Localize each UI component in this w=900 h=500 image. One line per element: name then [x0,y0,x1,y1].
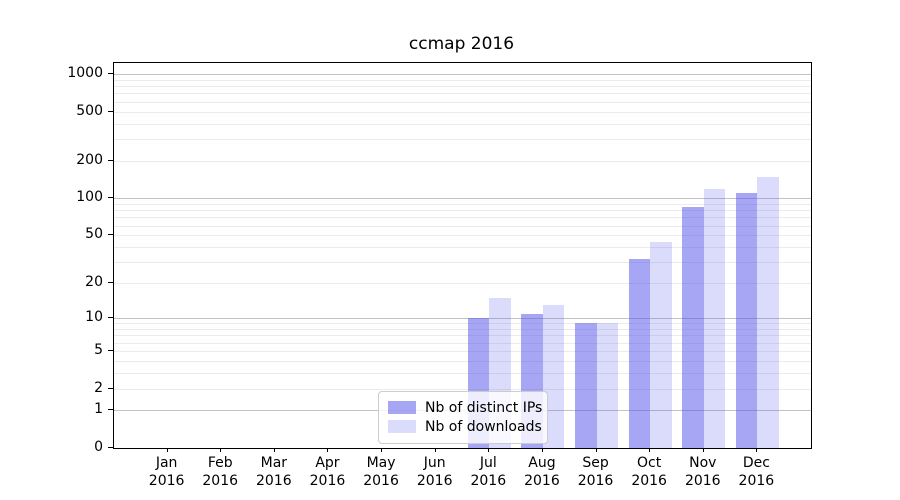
x-tick-mark [488,448,490,452]
y-tick-label: 50 [85,226,103,243]
x-tick-label: Jan 2016 [148,455,185,489]
minor-gridline [114,360,811,362]
x-tick-label: Aug 2016 [524,455,560,489]
x-tick-label: Mar 2016 [256,455,292,489]
x-tick-label: May 2016 [363,455,399,489]
x-tick-label: Apr 2016 [309,455,346,489]
bar-aug-series1 [542,305,565,448]
chart-title: ccmap 2016 [408,34,515,54]
legend-item-downloads: Nb of downloads [388,418,542,435]
legend-label: Nb of distinct IPs [425,399,543,416]
minor-gridline [114,93,811,95]
y-tick-mark [108,447,113,448]
bar-nov-series1 [703,188,726,448]
x-tick-mark [434,448,436,452]
minor-gridline [114,217,811,219]
x-tick-label: Dec 2016 [738,455,775,489]
x-tick-mark [649,448,651,452]
minor-gridline [114,262,811,264]
minor-gridline [114,323,811,325]
legend-label: Nb of downloads [425,418,542,435]
x-tick-mark [327,448,329,452]
y-tick-label: 5 [94,342,103,359]
minor-gridline [114,335,811,337]
y-tick-mark [108,197,113,199]
x-tick-mark [702,448,704,452]
y-tick-label: 2 [94,379,103,396]
x-tick-mark [756,448,758,452]
y-tick-mark [108,282,113,284]
bar-oct-series1 [650,242,672,448]
y-tick-mark [108,387,113,389]
y-tick-mark [108,160,113,162]
major-gridline [114,198,811,200]
minor-gridline [114,86,811,88]
x-tick-mark [273,448,275,452]
bar-dec-series1 [757,176,779,448]
y-tick-mark [108,409,113,411]
y-tick-label: 20 [85,274,103,291]
x-tick-mark [595,448,597,452]
x-tick-mark [381,448,383,452]
bar-sep-series1 [596,323,618,448]
legend: Nb of distinct IPs Nb of downloads [378,391,548,444]
x-tick-label: Oct 2016 [631,455,667,489]
y-tick-label: 10 [85,309,103,326]
minor-gridline [114,235,811,237]
legend-swatch-downloads [388,420,416,433]
minor-gridline [114,139,811,141]
x-tick-label: Nov 2016 [684,455,721,489]
minor-gridline [114,111,811,113]
minor-gridline [114,247,811,249]
minor-gridline [114,225,811,227]
x-tick-mark [166,448,168,452]
bar-oct-series0 [628,258,651,448]
minor-gridline [114,372,811,374]
x-tick-label: Feb 2016 [202,455,239,489]
y-tick-mark [108,234,113,236]
y-tick-label: 500 [76,102,103,119]
y-tick-label: 200 [76,152,103,169]
y-tick-mark [108,317,113,319]
minor-gridline [114,351,811,353]
x-tick-label: Jun 2016 [416,455,453,489]
minor-gridline [114,123,811,125]
y-tick-mark [108,73,113,75]
x-tick-label: Sep 2016 [577,455,614,489]
major-gridline [114,74,811,76]
bar-dec-series0 [735,193,758,448]
x-tick-mark [541,448,543,452]
y-tick-mark [108,110,113,112]
y-tick-label: 0 [94,439,103,455]
bar-nov-series0 [682,206,704,448]
y-tick-label: 100 [76,189,103,206]
x-tick-mark [220,448,222,452]
bar-sep-series0 [575,323,597,448]
x-tick-label: Jul 2016 [470,455,507,489]
minor-gridline [114,329,811,331]
legend-swatch-distinct-ips [388,401,416,414]
major-gridline [114,318,811,320]
legend-item-distinct-ips: Nb of distinct IPs [388,399,542,416]
minor-gridline [114,203,811,205]
y-tick-label: 1 [94,401,103,418]
y-tick-label: 1000 [67,65,103,82]
minor-gridline [114,388,811,390]
minor-gridline [114,101,811,103]
minor-gridline [114,161,811,163]
minor-gridline [114,79,811,81]
minor-gridline [114,283,811,285]
y-tick-mark [108,350,113,352]
minor-gridline [114,342,811,344]
minor-gridline [114,210,811,212]
